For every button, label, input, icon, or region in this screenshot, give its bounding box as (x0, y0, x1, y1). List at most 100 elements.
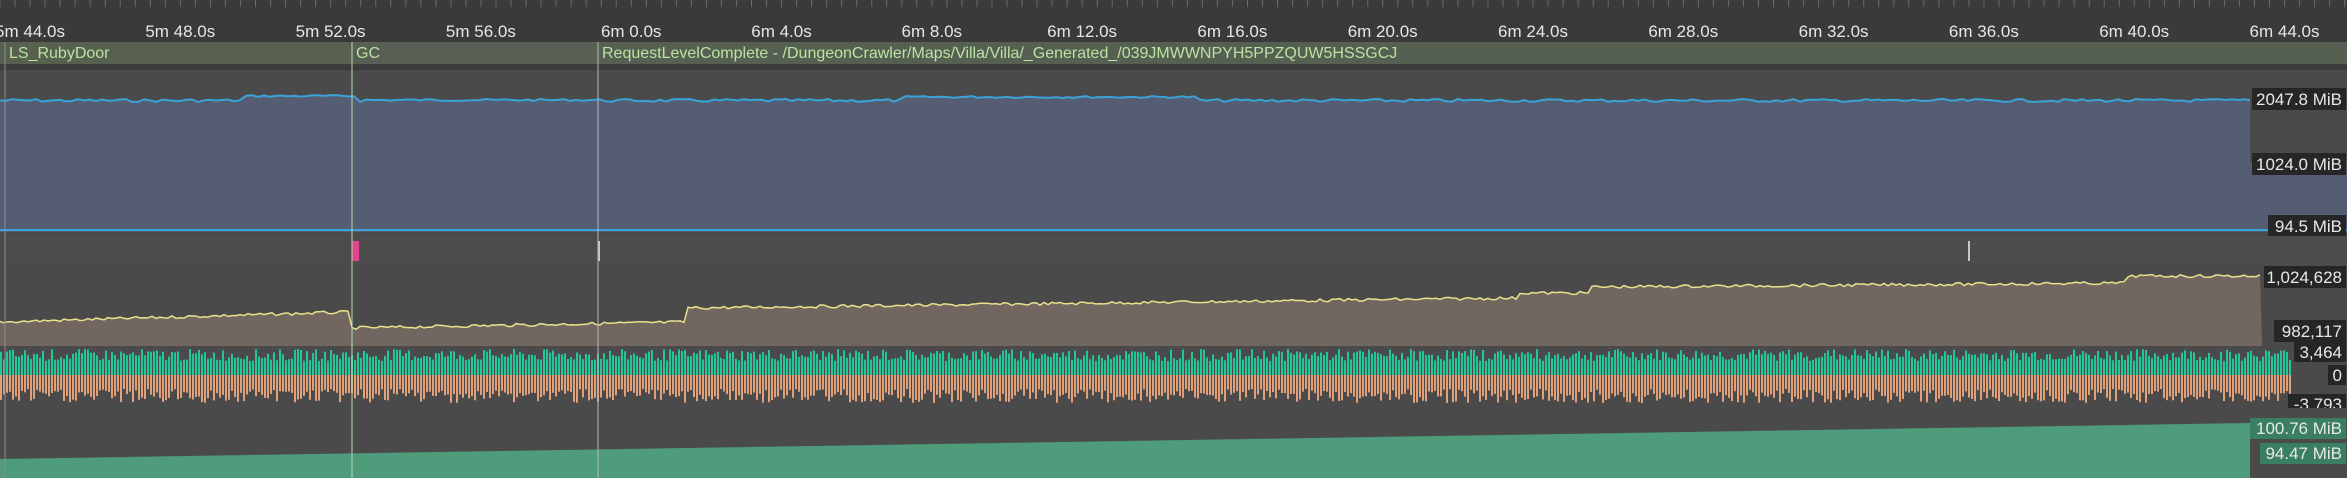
delta-bar-positive (1509, 354, 1511, 375)
delta-bar-negative (33, 375, 35, 399)
delta-bar-negative (861, 375, 863, 403)
delta-bar-positive (930, 352, 932, 375)
delta-bar-negative (1116, 375, 1118, 397)
delta-bar-negative (1671, 375, 1673, 398)
delta-bar-negative (804, 375, 806, 398)
delta-bar-negative (843, 375, 845, 390)
delta-bar-negative (918, 375, 920, 402)
delta-bar-negative (945, 375, 947, 394)
delta-bar-negative (426, 375, 428, 393)
delta-bar-positive (1506, 358, 1508, 375)
delta-bar-positive (1722, 357, 1724, 375)
delta-bar-positive (561, 354, 563, 375)
delta-bar-negative (1308, 375, 1310, 401)
event-bar-ls-rubydoor[interactable] (0, 42, 352, 64)
delta-bar-positive (2271, 356, 2273, 375)
delta-bar-negative (450, 375, 452, 403)
delta-bar-negative (1011, 375, 1013, 399)
delta-bar-negative (1812, 375, 1814, 403)
delta-bar-positive (1035, 358, 1037, 375)
delta-bar-positive (2217, 359, 2219, 375)
delta-bar-negative (1809, 375, 1811, 391)
delta-bar-negative (1194, 375, 1196, 398)
delta-bar-positive (1044, 353, 1046, 375)
delta-bar-negative (1767, 375, 1769, 397)
delta-bar-negative (1413, 375, 1415, 403)
delta-bar-positive (813, 350, 815, 375)
delta-bar-negative (1296, 375, 1298, 402)
memory-mid-label: 1024.0 MiB (2252, 153, 2346, 175)
delta-bar-negative (1221, 375, 1223, 395)
marker-level[interactable] (598, 241, 600, 261)
delta-bar-positive (969, 360, 971, 375)
marker-other[interactable] (1968, 241, 1970, 261)
delta-bar-negative (1101, 375, 1103, 399)
delta-bar-negative (1788, 375, 1790, 393)
delta-bar-positive (1344, 360, 1346, 375)
delta-bar-positive (537, 359, 539, 375)
delta-bar-negative (105, 375, 107, 391)
delta-bar-negative (1638, 375, 1640, 402)
delta-bar-negative (567, 375, 569, 392)
delta-bar-negative (2277, 375, 2279, 401)
event-bar-request-level-complete[interactable] (598, 42, 2347, 64)
delta-bar-negative (1581, 375, 1583, 400)
delta-bar-negative (1722, 375, 1724, 402)
delta-bar-positive (1458, 351, 1460, 375)
delta-bar-positive (1329, 360, 1331, 375)
delta-bar-negative (483, 375, 485, 399)
delta-bar-positive (375, 355, 377, 375)
delta-bar-positive (1938, 359, 1940, 375)
delta-bar-positive (1260, 358, 1262, 375)
delta-bar-positive (237, 357, 239, 375)
delta-bar-positive (747, 351, 749, 375)
delta-bar-negative (1848, 375, 1850, 394)
delta-bar-negative (1113, 375, 1115, 401)
delta-bar-positive (57, 359, 59, 375)
delta-bar-negative (2049, 375, 2051, 397)
delta-bar-positive (585, 353, 587, 375)
delta-bar-negative (666, 375, 668, 390)
delta-bar-positive (1548, 352, 1550, 375)
delta-bar-negative (696, 375, 698, 402)
delta-bar-negative (2157, 375, 2159, 392)
delta-bar-negative (1659, 375, 1661, 399)
delta-bar-positive (2253, 355, 2255, 375)
event-bar-gc[interactable] (352, 42, 598, 64)
svg-text:94.47 MiB: 94.47 MiB (2265, 444, 2342, 463)
delta-bar-positive (1863, 358, 1865, 375)
delta-bar-positive (2058, 358, 2060, 375)
delta-bar-positive (1953, 349, 1955, 375)
delta-bar-negative (300, 375, 302, 399)
delta-bar-negative (1539, 375, 1541, 390)
delta-bar-positive (171, 352, 173, 375)
delta-bar-positive (1491, 359, 1493, 375)
delta-bar-negative (2076, 375, 2078, 394)
delta-bar-positive (570, 357, 572, 375)
delta-bar-negative (828, 375, 830, 402)
delta-bar-positive (819, 359, 821, 375)
delta-bar-positive (768, 350, 770, 375)
delta-bar-positive (1830, 356, 1832, 375)
delta-bar-positive (2133, 360, 2135, 375)
delta-bar-positive (1866, 350, 1868, 375)
marker-gc[interactable] (352, 241, 359, 261)
delta-bar-positive (957, 358, 959, 375)
delta-bar-positive (1005, 349, 1007, 375)
delta-bar-negative (1575, 375, 1577, 403)
delta-bar-negative (141, 375, 143, 398)
delta-bar-negative (510, 375, 512, 394)
delta-bar-positive (2142, 349, 2144, 375)
delta-bar-negative (2070, 375, 2072, 391)
memory-line (0, 94, 2251, 104)
delta-bar-positive (2259, 360, 2261, 375)
delta-bar-negative (573, 375, 575, 402)
delta-bar-negative (2145, 375, 2147, 403)
delta-bar-negative (288, 375, 290, 392)
delta-bar-positive (120, 351, 122, 375)
delta-bar-negative (657, 375, 659, 391)
delta-bar-negative (1338, 375, 1340, 402)
delta-bar-negative (120, 375, 122, 403)
delta-bar-negative (465, 375, 467, 394)
